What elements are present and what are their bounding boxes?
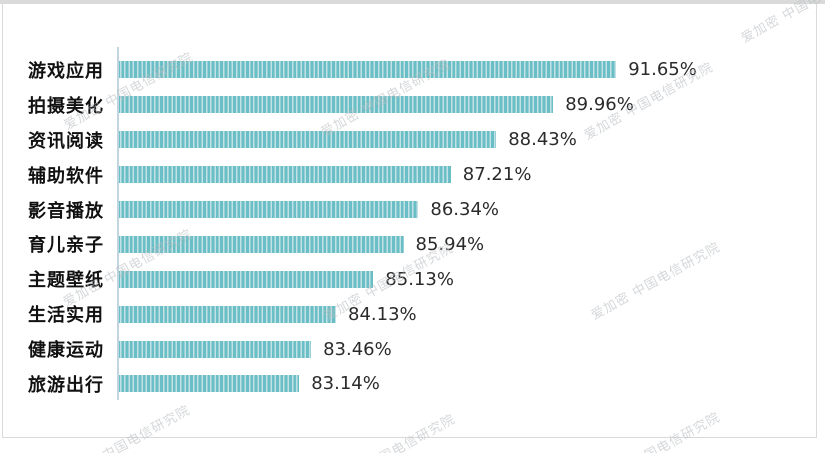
bar [117, 96, 554, 114]
value-label: 84.13% [348, 303, 417, 325]
bar [117, 270, 374, 288]
value-label: 85.13% [385, 268, 454, 290]
bar-row: 影音播放 86.34% [0, 192, 825, 227]
value-label: 83.14% [311, 373, 380, 395]
top-border [0, 0, 825, 4]
category-label: 旅游出行 [28, 374, 104, 396]
bar [117, 235, 404, 253]
category-label: 游戏应用 [28, 60, 104, 82]
category-label: 资讯阅读 [28, 130, 104, 152]
category-label: 拍摄美化 [28, 95, 104, 117]
bar-row: 游戏应用 91.65% [0, 53, 825, 88]
bar [117, 305, 336, 323]
category-label: 主题壁纸 [28, 270, 104, 292]
category-label: 生活实用 [28, 305, 104, 327]
bar-row: 旅游出行 83.14% [0, 367, 825, 402]
bar [117, 375, 300, 393]
bar [117, 61, 617, 79]
value-label: 89.96% [565, 94, 634, 116]
value-label: 88.43% [508, 129, 577, 151]
value-label: 91.65% [628, 59, 697, 81]
bar-row: 资讯阅读 88.43% [0, 122, 825, 157]
bar [117, 340, 312, 358]
category-label: 健康运动 [28, 340, 104, 362]
bar-row: 健康运动 83.46% [0, 332, 825, 367]
value-label: 85.94% [415, 233, 485, 255]
bar-row: 育儿亲子 85.94% [0, 227, 825, 262]
value-label: 86.34% [430, 199, 500, 220]
bar-rows: 游戏应用 91.65% 拍摄美化 89.96% 资讯阅读 88.43% 辅助软件 87.21%… [0, 53, 825, 402]
bar [117, 201, 419, 218]
bar-row: 辅助软件 87.21% [0, 157, 825, 192]
value-label: 83.46% [323, 338, 392, 360]
bar-row: 拍摄美化 89.96% [0, 87, 825, 122]
category-label: 育儿亲子 [28, 235, 104, 257]
bar [117, 166, 451, 184]
category-axis-line [117, 47, 119, 400]
value-label: 87.21% [462, 164, 532, 186]
bar [117, 131, 497, 149]
bar-row: 生活实用 84.13% [0, 297, 825, 332]
category-label: 影音播放 [28, 200, 104, 222]
category-label: 辅助软件 [28, 165, 104, 187]
bar-row: 主题壁纸 85.13% [0, 262, 825, 297]
